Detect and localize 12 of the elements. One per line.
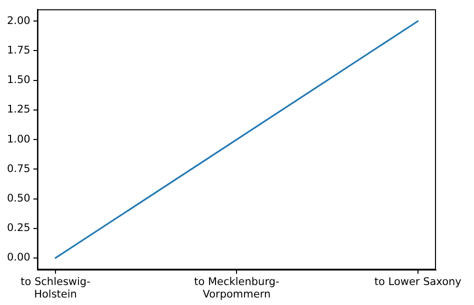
y-tick-label: 0.25: [6, 222, 30, 234]
y-tick-label: 1.00: [6, 133, 30, 146]
y-tick-label: 0.50: [6, 192, 30, 204]
x-tick-label: to Mecklenburg-Vorpommern: [194, 276, 280, 300]
y-tick-label: 0.00: [6, 252, 30, 264]
y-tick-label: 1.50: [6, 74, 30, 86]
y-tick-label: 2.00: [6, 14, 30, 27]
y-tick-label: 0.75: [6, 162, 30, 175]
x-tick-label: to Schleswig-Holstein: [20, 276, 91, 300]
y-tick-label: 1.25: [6, 104, 30, 116]
x-tick-label: to Lower Saxony: [374, 276, 462, 288]
y-tick-label: 1.75: [6, 44, 30, 56]
